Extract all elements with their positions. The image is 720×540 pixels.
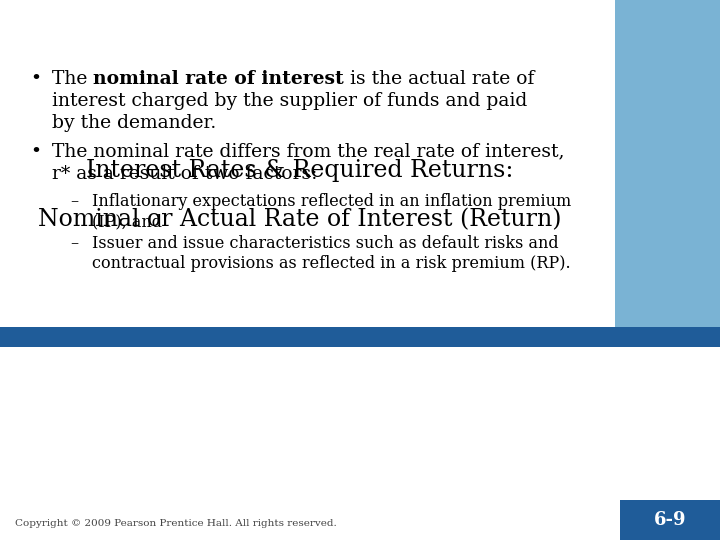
Text: interest charged by the supplier of funds and paid: interest charged by the supplier of fund… <box>52 92 527 110</box>
Text: Issuer and issue characteristics such as default risks and: Issuer and issue characteristics such as… <box>92 235 559 252</box>
Text: –: – <box>70 235 78 252</box>
Text: Inflationary expectations reflected in an inflation premium: Inflationary expectations reflected in a… <box>92 193 571 210</box>
Text: nominal rate of interest: nominal rate of interest <box>94 70 344 88</box>
Text: Nominal or Actual Rate of Interest (Return): Nominal or Actual Rate of Interest (Retu… <box>38 208 562 232</box>
Text: r* as a result of two factors:: r* as a result of two factors: <box>52 165 318 183</box>
Text: Interest Rates & Required Returns:: Interest Rates & Required Returns: <box>86 159 513 181</box>
Text: •: • <box>30 143 41 160</box>
Text: –: – <box>70 193 78 210</box>
Text: Copyright © 2009 Pearson Prentice Hall. All rights reserved.: Copyright © 2009 Pearson Prentice Hall. … <box>15 519 337 528</box>
Text: The: The <box>52 70 94 88</box>
Text: (IP), and: (IP), and <box>92 213 162 230</box>
Bar <box>0 0 615 327</box>
Bar <box>0 327 720 347</box>
Bar <box>620 500 720 540</box>
Text: The nominal rate differs from the real rate of interest,: The nominal rate differs from the real r… <box>52 143 564 160</box>
Text: by the demander.: by the demander. <box>52 114 216 132</box>
Text: 6-9: 6-9 <box>654 511 686 529</box>
Bar <box>610 0 720 340</box>
Text: contractual provisions as reflected in a risk premium (RP).: contractual provisions as reflected in a… <box>92 254 571 272</box>
Text: •: • <box>30 70 41 88</box>
Text: is the actual rate of: is the actual rate of <box>344 70 534 88</box>
